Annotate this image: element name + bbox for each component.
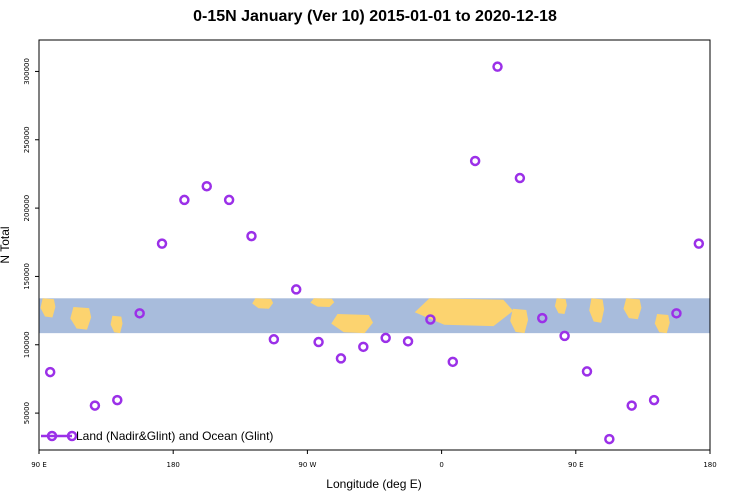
data-point [626, 400, 637, 411]
data-point [201, 180, 212, 192]
land-mass [70, 307, 92, 330]
land-mass [40, 298, 56, 318]
ocean-band [39, 298, 710, 334]
y-tick-label: 50000 [23, 402, 31, 424]
land-mass [331, 313, 374, 334]
data-point [358, 341, 369, 353]
land-mass [414, 298, 514, 327]
land-mass [110, 315, 123, 334]
data-point [313, 336, 324, 348]
y-tick-label: 200000 [23, 195, 31, 222]
land-mass [589, 298, 605, 323]
land-mass [510, 308, 529, 334]
data-point [514, 172, 526, 184]
y-tick-label: 250000 [23, 126, 31, 153]
x-tick-label: 90 E [568, 461, 584, 469]
chart-title: 0-15N January (Ver 10) 2015-01-01 to 202… [193, 8, 557, 25]
land-mass [654, 313, 670, 334]
x-tick-label: 90 E [31, 461, 47, 469]
data-point [179, 194, 190, 206]
x-tick-label: 180 [167, 461, 180, 469]
data-point [604, 433, 615, 445]
data-point [693, 238, 705, 249]
legend: Land (Nadir&Glint) and Ocean (Glint) [41, 429, 273, 443]
data-point [268, 334, 280, 345]
land-mass [252, 298, 274, 309]
land-mass [310, 298, 335, 308]
data-point [290, 284, 302, 295]
data-point [134, 308, 145, 319]
y-tick-label: 100000 [23, 331, 31, 358]
data-point [648, 394, 660, 406]
land-mass [554, 298, 567, 314]
y-axis: 50000 100000 150000 200000 250000 300000 [23, 58, 39, 424]
data-point [335, 353, 347, 364]
data-point [559, 330, 570, 342]
data-point [156, 238, 168, 249]
x-axis: 90 E 180 90 W 0 90 E 180 [31, 450, 717, 469]
data-point [402, 336, 414, 347]
x-tick-label: 0 [439, 461, 443, 469]
legend-marker [66, 430, 78, 442]
data-point [537, 312, 548, 324]
map-band [39, 298, 710, 334]
plot-frame [38, 39, 711, 451]
land-mass [623, 298, 642, 320]
data-point [581, 366, 593, 377]
y-tick-label: 300000 [23, 58, 31, 85]
legend-marker [46, 430, 58, 442]
data-point [447, 356, 459, 368]
data-point [44, 366, 56, 378]
data-point [380, 332, 391, 344]
x-axis-title: Longitude (deg E) [326, 477, 421, 491]
x-tick-label: 90 W [298, 461, 316, 469]
data-point [671, 308, 682, 319]
data-point [112, 394, 123, 406]
data-point [492, 61, 503, 72]
data-point [246, 230, 257, 242]
data-point [89, 400, 101, 411]
data-point [425, 314, 436, 325]
y-tick-label: 150000 [23, 263, 31, 290]
y-axis-title: N Total [0, 226, 12, 263]
data-point [223, 194, 235, 206]
x-tick-label: 180 [703, 461, 716, 469]
data-points [44, 61, 705, 445]
data-point [469, 155, 481, 167]
legend-label: Land (Nadir&Glint) and Ocean (Glint) [76, 429, 273, 443]
